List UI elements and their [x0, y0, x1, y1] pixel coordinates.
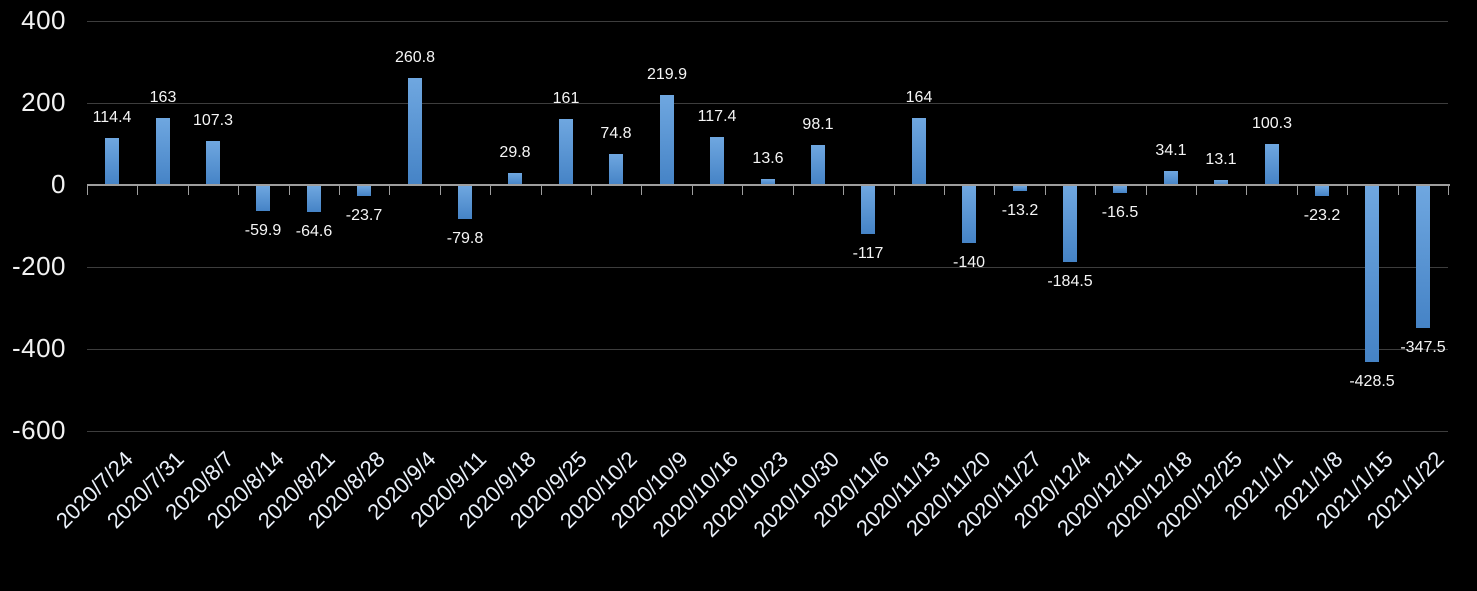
bar: [508, 173, 522, 185]
axis-tick: [1297, 185, 1298, 195]
bar: [609, 154, 623, 185]
data-label: -64.6: [295, 223, 333, 240]
bar: [1265, 144, 1279, 185]
axis-tick: [188, 185, 189, 195]
bar: [156, 118, 170, 185]
data-label: -23.2: [1303, 207, 1341, 224]
gridline: [87, 21, 1448, 22]
data-label: -13.2: [1001, 202, 1039, 219]
bar: [206, 141, 220, 185]
data-label: 161: [552, 90, 580, 107]
bar: [1416, 186, 1430, 328]
x-axis-line: [87, 184, 1450, 186]
axis-tick: [87, 185, 88, 195]
bar: [811, 145, 825, 185]
axis-tick: [1095, 185, 1096, 195]
bar: [1214, 180, 1228, 185]
y-tick-label: 200: [21, 86, 66, 117]
axis-tick: [692, 185, 693, 195]
axis-tick: [1045, 185, 1046, 195]
gridline: [87, 103, 1448, 104]
data-label: -16.5: [1101, 204, 1139, 221]
bar: [559, 119, 573, 185]
axis-tick: [490, 185, 491, 195]
y-tick-label: 400: [21, 4, 66, 35]
bar: [458, 186, 472, 219]
bar: [1365, 186, 1379, 362]
axis-tick: [793, 185, 794, 195]
axis-tick: [289, 185, 290, 195]
y-tick-label: -600: [11, 414, 66, 445]
data-label: 100.3: [1251, 115, 1293, 132]
bar: [307, 186, 321, 212]
gridline: [87, 349, 1448, 350]
y-tick-label: -200: [11, 250, 66, 281]
bar: [912, 118, 926, 185]
axis-tick: [238, 185, 239, 195]
data-label: 260.8: [394, 49, 436, 66]
bar: [256, 186, 270, 211]
data-label: -23.7: [345, 207, 383, 224]
data-label: 164: [905, 89, 933, 106]
data-label: 219.9: [646, 66, 688, 83]
axis-tick: [994, 185, 995, 195]
data-label: -140: [952, 254, 986, 271]
y-tick-label: 0: [51, 168, 66, 199]
bar: [1164, 171, 1178, 185]
bar: [105, 138, 119, 185]
axis-tick: [339, 185, 340, 195]
axis-tick: [1448, 185, 1449, 195]
data-label: 29.8: [499, 144, 531, 161]
axis-tick: [1146, 185, 1147, 195]
data-label: -428.5: [1349, 373, 1395, 390]
data-label: 13.1: [1205, 151, 1237, 168]
gridline: [87, 431, 1448, 432]
bar: [357, 186, 371, 196]
bar: [861, 186, 875, 234]
data-label: 74.8: [600, 125, 632, 142]
axis-tick: [1398, 185, 1399, 195]
data-label: 34.1: [1155, 142, 1187, 159]
axis-tick: [843, 185, 844, 195]
data-label: -117: [852, 245, 884, 262]
data-label: 117.4: [697, 108, 737, 125]
axis-tick: [742, 185, 743, 195]
bar: [1315, 186, 1329, 196]
bar: [1113, 186, 1127, 193]
axis-tick: [541, 185, 542, 195]
bar: [408, 78, 422, 185]
gridline: [87, 267, 1448, 268]
bar: [710, 137, 724, 185]
bar: [1013, 186, 1027, 191]
axis-tick: [894, 185, 895, 195]
axis-tick: [440, 185, 441, 195]
bar: [1063, 186, 1077, 262]
data-label: -59.9: [244, 222, 282, 239]
data-label: 13.6: [752, 150, 784, 167]
axis-tick: [1347, 185, 1348, 195]
axis-tick: [389, 185, 390, 195]
data-label: -347.5: [1400, 339, 1446, 356]
data-label: 114.4: [92, 109, 132, 126]
data-label: 107.3: [192, 112, 234, 129]
axis-tick: [137, 185, 138, 195]
data-label: -79.8: [446, 230, 484, 247]
data-label: -184.5: [1047, 273, 1093, 290]
bar: [660, 95, 674, 185]
axis-tick: [591, 185, 592, 195]
axis-tick: [1196, 185, 1197, 195]
y-tick-label: -400: [11, 332, 66, 363]
bar: [962, 186, 976, 243]
data-label: 163: [149, 89, 177, 106]
axis-tick: [641, 185, 642, 195]
data-label: 98.1: [802, 116, 834, 133]
axis-tick: [1246, 185, 1247, 195]
axis-tick: [944, 185, 945, 195]
bar: [761, 179, 775, 185]
